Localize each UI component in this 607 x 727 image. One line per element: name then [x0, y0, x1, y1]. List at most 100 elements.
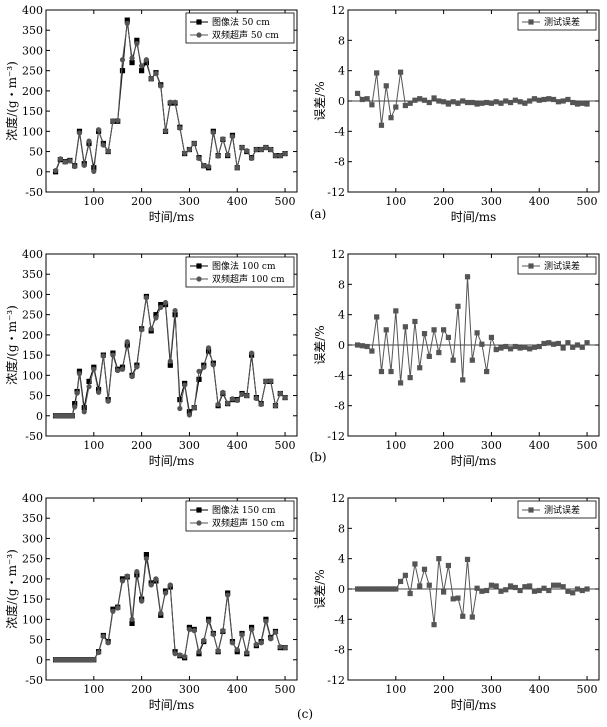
- legend-marker: [196, 507, 202, 513]
- data-point: [460, 613, 466, 619]
- data-point: [507, 346, 514, 352]
- legend-box: [517, 500, 597, 519]
- data-point: [134, 364, 140, 370]
- legend-box: [185, 500, 295, 532]
- x-tick-label: 300: [481, 195, 502, 208]
- x-tick-label: 500: [577, 195, 598, 208]
- data-point: [134, 37, 140, 43]
- data-point: [182, 653, 188, 660]
- legend-box: [185, 256, 295, 288]
- y-axis-label: 误差/%: [313, 569, 327, 608]
- data-point: [474, 330, 480, 336]
- data-point: [139, 598, 145, 604]
- data-point: [469, 357, 475, 363]
- data-point: [369, 102, 375, 108]
- data-point: [493, 346, 499, 353]
- data-point: [584, 101, 590, 107]
- series-line: [55, 558, 286, 661]
- data-point: [81, 409, 87, 415]
- data-point: [354, 90, 361, 97]
- y-tick-label: 8: [338, 278, 345, 291]
- y-axis-label: 浓度/(g・m⁻³): [4, 549, 19, 629]
- data-point: [205, 618, 212, 624]
- data-point: [436, 98, 442, 104]
- x-axis-label: 时间/ms: [451, 454, 497, 468]
- x-axis-label: 时间/ms: [149, 210, 195, 224]
- data-point: [86, 138, 92, 144]
- data-point: [263, 378, 269, 384]
- data-point: [124, 17, 130, 23]
- data-point: [229, 396, 236, 402]
- data-point: [488, 582, 495, 588]
- x-tick-label: 300: [179, 195, 200, 208]
- legend-label: 双频超声 150 cm: [212, 517, 285, 529]
- data-point: [498, 345, 504, 351]
- x-tick-label: 100: [83, 439, 104, 452]
- data-point: [148, 582, 154, 588]
- y-tick-label: 50: [29, 390, 43, 403]
- x-tick-label: 300: [481, 683, 502, 696]
- data-point: [417, 96, 423, 102]
- data-point: [488, 100, 495, 106]
- data-point: [579, 344, 585, 350]
- data-point: [100, 142, 106, 148]
- plot-frame: [45, 253, 298, 437]
- data-point: [220, 389, 226, 395]
- legend: 测试误差: [517, 12, 597, 31]
- data-point: [584, 340, 590, 346]
- y-tick-label: -50: [25, 430, 43, 443]
- series-1: [52, 295, 288, 419]
- x-tick-label: 400: [227, 439, 248, 452]
- data-point: [167, 99, 173, 105]
- data-point: [378, 122, 385, 128]
- y-tick-label: -12: [327, 186, 345, 199]
- x-tick-label: 500: [577, 439, 598, 452]
- data-point: [397, 578, 404, 585]
- y-tick-label: 0: [338, 583, 345, 596]
- data-point: [354, 342, 361, 348]
- x-tick-label: 100: [385, 683, 406, 696]
- data-point: [215, 401, 221, 408]
- legend-label: 图像法 150 cm: [212, 504, 276, 516]
- data-point: [498, 100, 504, 106]
- data-point: [450, 99, 456, 105]
- y-tick-label: 200: [22, 85, 43, 98]
- data-point: [110, 608, 116, 614]
- data-point: [364, 96, 370, 102]
- data-point: [91, 168, 97, 174]
- data-point: [479, 100, 485, 106]
- data-point: [474, 585, 480, 591]
- data-point: [191, 405, 197, 411]
- data-point: [282, 150, 288, 157]
- data-point: [153, 576, 159, 582]
- data-point: [225, 592, 231, 598]
- x-tick-label: 200: [131, 439, 152, 452]
- y-tick-label: -8: [334, 400, 345, 413]
- data-point: [158, 304, 164, 310]
- data-point: [124, 339, 130, 345]
- data-point: [153, 70, 159, 77]
- legend-marker: [528, 263, 534, 269]
- data-point: [119, 57, 126, 63]
- data-point: [248, 350, 255, 356]
- y-tick-label: -8: [334, 644, 345, 657]
- data-point: [469, 99, 475, 106]
- data-point: [397, 69, 404, 75]
- y-tick-label: 50: [29, 146, 43, 159]
- data-point: [374, 70, 380, 76]
- data-point: [167, 358, 173, 364]
- data-point: [162, 128, 169, 134]
- data-point: [139, 68, 145, 74]
- data-point: [527, 346, 533, 352]
- data-point: [359, 343, 365, 349]
- legend: 测试误差: [517, 500, 597, 519]
- data-point: [186, 626, 193, 633]
- data-point: [272, 403, 279, 409]
- data-point: [119, 366, 126, 372]
- data-point: [153, 315, 159, 321]
- data-point: [76, 130, 83, 136]
- data-point: [210, 362, 216, 368]
- data-point: [498, 588, 504, 594]
- data-point: [412, 97, 418, 103]
